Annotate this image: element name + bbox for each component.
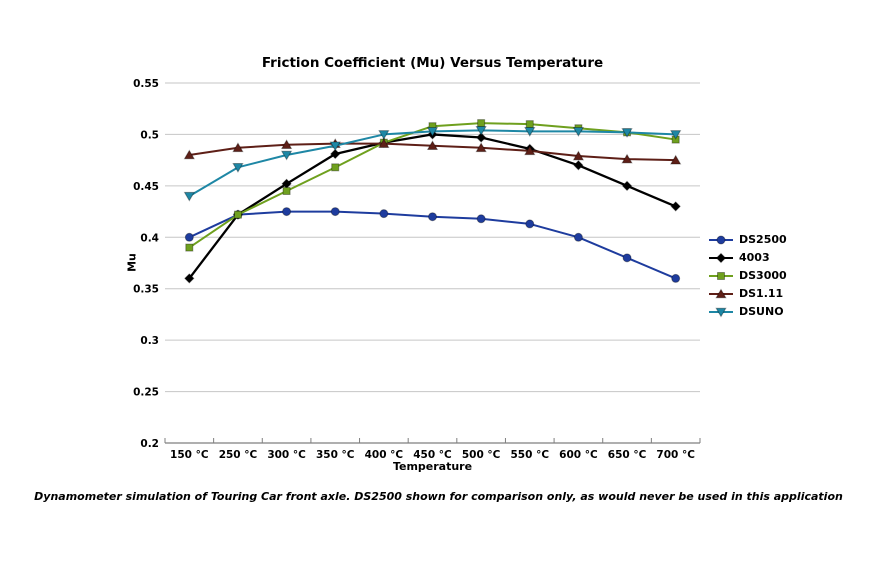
data-point-triangle-down (621, 128, 633, 138)
legend-marker-diamond-icon (709, 252, 733, 263)
data-point-diamond (621, 180, 633, 192)
data-point-circle (622, 253, 632, 263)
x-tick-label: 600 °C (559, 449, 598, 461)
data-point-square (525, 120, 534, 129)
data-point-square (185, 243, 194, 252)
legend-item-DS1.11: DS1.11 (708, 287, 787, 300)
x-tick-label: 650 °C (608, 449, 647, 461)
x-tick-label: 150 °C (170, 449, 209, 461)
data-point-diamond (475, 132, 487, 143)
y-tick-label: 0.55 (133, 78, 159, 90)
data-point-circle (184, 232, 194, 242)
y-tick-label: 0.2 (140, 438, 159, 450)
data-point-circle (671, 273, 681, 283)
data-point-triangle-up (715, 288, 727, 298)
data-point-diamond (330, 148, 341, 160)
legend-marker-circle-icon (709, 235, 733, 244)
data-point-triangle-down (232, 163, 244, 173)
data-point-circle (330, 207, 340, 217)
legend-item-DS2500: DS2500 (708, 233, 787, 246)
data-point-triangle-up (475, 142, 487, 153)
data-point-circle (428, 212, 437, 222)
data-point-square (717, 271, 725, 280)
data-point-triangle-down (670, 130, 682, 140)
data-point-triangle-down (715, 307, 727, 317)
x-tick-label: 500 °C (462, 449, 501, 461)
chart-title: Friction Coefficient (Mu) Versus Tempera… (261, 55, 604, 71)
y-axis-title: Mu (125, 253, 139, 272)
data-point-diamond (715, 252, 727, 263)
legend-label: DS3000 (739, 269, 787, 282)
data-point-triangle-down (475, 126, 487, 136)
legend-marker-triangle-down-icon (709, 307, 733, 317)
y-tick-label: 0.3 (140, 335, 159, 347)
legend-item-4003: 4003 (708, 251, 787, 264)
legend-label: DSUNO (739, 305, 784, 318)
series-line-DS2500 (188, 210, 677, 280)
legend-marker-square-icon (709, 271, 733, 280)
data-point-square (331, 163, 340, 172)
x-tick-label: 550 °C (511, 449, 550, 461)
x-tick-label: 700 °C (656, 449, 695, 461)
x-tick-label: 400 °C (365, 449, 404, 461)
data-point-triangle-up (524, 145, 536, 156)
x-tick-label: 450 °C (413, 449, 452, 461)
data-point-circle (525, 219, 535, 229)
data-point-triangle-up (426, 140, 439, 151)
legend-marker-triangle-up-icon (709, 288, 733, 298)
data-point-triangle-up (280, 139, 293, 150)
data-point-diamond (184, 273, 195, 284)
data-point-triangle-up (572, 150, 585, 161)
data-point-triangle-down (329, 141, 341, 152)
data-point-circle (573, 232, 583, 242)
data-point-triangle-up (378, 138, 390, 148)
x-tick-label: 350 °C (316, 449, 355, 461)
data-point-triangle-up (232, 142, 244, 153)
data-point-circle (379, 209, 389, 219)
legend-label: DS2500 (739, 233, 787, 246)
x-axis-title: Temperature (392, 460, 473, 473)
series-line-4003 (188, 133, 677, 280)
y-tick-label: 0.35 (133, 284, 159, 296)
y-tick-label: 0.5 (140, 129, 159, 141)
data-point-square (233, 210, 242, 219)
y-tick-label: 0.4 (140, 232, 159, 244)
data-point-triangle-up (621, 153, 633, 164)
x-tick-label: 300 °C (267, 449, 306, 461)
data-point-triangle-down (378, 130, 390, 140)
data-point-triangle-down (280, 150, 293, 161)
data-point-triangle-down (183, 191, 195, 202)
data-point-square (477, 119, 486, 128)
legend-label: 4003 (739, 251, 770, 264)
legend-item-DSUNO: DSUNO (708, 305, 787, 318)
data-point-square (282, 187, 291, 195)
caption: Dynamometer simulation of Touring Car fr… (34, 490, 843, 503)
data-point-triangle-up (670, 154, 682, 165)
data-point-triangle-down (524, 127, 536, 137)
y-tick-label: 0.45 (133, 181, 159, 193)
legend-label: DS1.11 (739, 287, 784, 300)
data-point-triangle-down (426, 127, 439, 137)
x-tick-label: 250 °C (219, 449, 258, 461)
data-point-diamond (670, 201, 681, 212)
data-point-circle (282, 207, 292, 217)
data-point-triangle-up (183, 149, 195, 160)
data-point-circle (716, 235, 726, 244)
legend-item-DS3000: DS3000 (708, 269, 787, 282)
legend: DS2500 4003 DS3000 DS1.11 DSUNO (708, 233, 787, 318)
data-point-diamond (573, 160, 584, 171)
data-point-circle (476, 214, 486, 224)
y-tick-label: 0.25 (133, 387, 159, 399)
data-point-triangle-down (572, 127, 585, 137)
